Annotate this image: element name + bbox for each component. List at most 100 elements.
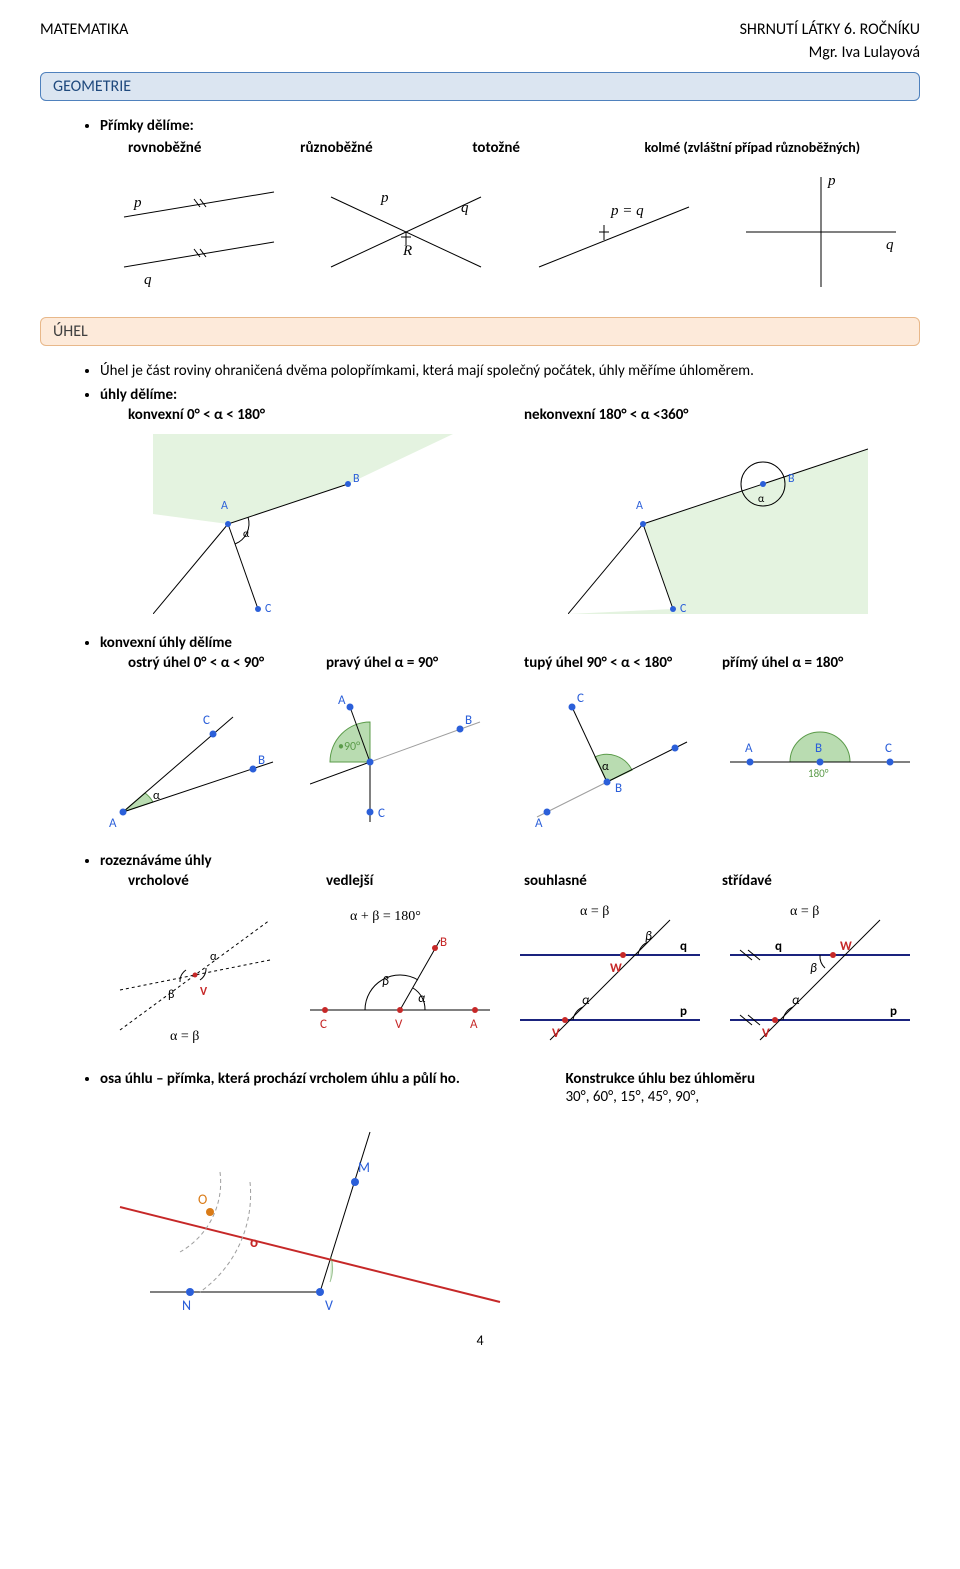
label-konvexni: konvexní 0° < α < 180°	[128, 406, 524, 424]
header-right: SHRNUTÍ LÁTKY 6. ROČNÍKU	[740, 20, 920, 39]
fig-vrcholove: V α β α = β	[100, 900, 290, 1050]
formula-souh: α = β	[580, 904, 609, 919]
fig-kolme: p q	[723, 167, 921, 297]
uhly-delime: úhly dělíme: konvexní 0° < α < 180° neko…	[100, 386, 920, 614]
fig-nekonvexni: A B C α	[515, 434, 920, 614]
lbl-betav: β	[168, 988, 174, 1002]
label-p3: p	[827, 173, 836, 189]
lbl-qs: q	[680, 939, 687, 954]
lbl-Vv: V	[200, 985, 208, 999]
primky-heading: Přímky dělíme: rovnoběžné různoběžné tot…	[100, 117, 920, 297]
lbl-ostry: ostrý úhel 0° < α < 90°	[128, 654, 326, 672]
lbl-90: •90°	[338, 740, 360, 754]
formula-strid: α = β	[790, 904, 819, 919]
lbl-vedlejsi: vedlejší	[326, 872, 524, 890]
lbl-vrcholove: vrcholové	[128, 872, 326, 890]
section-geometrie: GEOMETRIE	[40, 72, 920, 101]
lbl-C2: C	[680, 602, 687, 614]
lbl-primy: přímý úhel α = 180°	[722, 654, 920, 672]
primky-heading-text: Přímky dělíme:	[100, 117, 194, 135]
label-q3: q	[886, 237, 894, 253]
label-peq: p = q	[610, 203, 644, 219]
lbl-C: C	[265, 602, 272, 614]
lbl-At: A	[535, 816, 543, 831]
fig-rovnobezne: p q	[100, 167, 298, 297]
col-ruznobezne: různoběžné	[300, 139, 472, 157]
page-number: 4	[40, 1332, 920, 1349]
label-p2: p	[380, 190, 389, 206]
lbl-Vst: V	[762, 1026, 770, 1041]
fig-stridave: α = β W V q p β α	[720, 900, 920, 1050]
rozeznavame-text: rozeznáváme úhly	[100, 852, 212, 870]
lbl-B: B	[353, 472, 360, 486]
konvexni-delime: konvexní úhly dělíme ostrý úhel 0° < α <…	[100, 634, 920, 832]
fig-tupy: B C A α	[513, 682, 710, 832]
lbl-Co: C	[203, 713, 210, 728]
lbl-ps: p	[680, 1004, 687, 1019]
lbl-stridave: střídavé	[722, 872, 920, 890]
fig-osa: M N V O o	[100, 1112, 920, 1312]
label-R: R	[402, 243, 412, 259]
osa-line: osa úhlu – přímka, která prochází vrchol…	[100, 1070, 920, 1312]
header-sub: Mgr. Iva Lulayová	[40, 43, 920, 62]
section-uhel: ÚHEL	[40, 317, 920, 346]
header-left: MATEMATIKA	[40, 20, 128, 39]
label-q: q	[144, 272, 152, 287]
lbl-B2: B	[788, 472, 795, 486]
lbl-alphav: α	[210, 950, 217, 964]
lbl-alphast: α	[792, 993, 800, 1008]
lbl-alphao: α	[153, 789, 160, 803]
label-q2: q	[461, 200, 469, 216]
lbl-alpha: α	[243, 527, 250, 540]
fig-ostry: A B C α	[100, 682, 297, 832]
lbl-Ws: W	[610, 961, 622, 976]
col-kolme: kolmé (zvláštní případ různoběžných)	[645, 139, 920, 157]
lbl-tupy: tupý úhel 90° < α < 180°	[524, 654, 722, 672]
lbl-Ct: C	[577, 691, 584, 706]
lbl-180: 180°	[808, 767, 829, 780]
lbl-alphas: α	[582, 993, 590, 1008]
konstrukce-text: Konstrukce úhlu bez úhloměru	[565, 1070, 755, 1088]
lbl-alphat: α	[602, 760, 609, 774]
konvexni-delime-text: konvexní úhly dělíme	[100, 634, 232, 652]
rozeznavame: rozeznáváme úhly vrcholové vedlejší souh…	[100, 852, 920, 1050]
lbl-N: N	[182, 1297, 191, 1312]
fig-konvexni: A B C α	[100, 434, 505, 614]
lbl-Cp: C	[378, 806, 385, 821]
konstrukce-vals: 30°, 60°, 15°, 45°, 90°,	[565, 1088, 699, 1106]
formula-vrch: α = β	[170, 1029, 199, 1044]
lbl-betas: β	[645, 929, 652, 944]
col-rovnobezne: rovnoběžné	[128, 139, 300, 157]
label-nekonvexni: nekonvexní 180° < α <360°	[524, 406, 920, 424]
lbl-pst: p	[890, 1004, 897, 1019]
fig-souhlasne: α = β W V q p β α	[510, 900, 710, 1050]
lbl-alphave: α	[418, 991, 426, 1006]
lbl-betast: β	[810, 961, 817, 976]
lbl-Bt: B	[615, 781, 622, 796]
fig-vedlejsi: α + β = 180° C V A B β α	[300, 900, 500, 1050]
lbl-Vv2: V	[395, 1017, 403, 1032]
lbl-alpha2: α	[758, 492, 765, 505]
fig-pravy: A B C •90°	[307, 682, 504, 832]
uhly-delime-text: úhly dělíme:	[100, 386, 177, 404]
lbl-Wst: W	[840, 939, 852, 954]
lbl-Bpr: B	[815, 741, 822, 756]
lbl-betave: β	[382, 974, 389, 989]
lbl-Cpr: C	[885, 741, 892, 756]
uhel-def: Úhel je část roviny ohraničená dvěma pol…	[100, 362, 920, 380]
lbl-O: O	[198, 1191, 207, 1208]
lbl-Bo: B	[258, 753, 265, 768]
osa-text: osa úhlu – přímka, která prochází vrchol…	[100, 1070, 460, 1088]
lbl-Bv: B	[440, 935, 447, 950]
lbl-M: M	[358, 1159, 370, 1176]
fig-primy: A B C 180°	[720, 682, 920, 832]
lbl-Ap: A	[338, 693, 346, 708]
lbl-pravy: pravý úhel α = 90°	[326, 654, 524, 672]
lbl-A2: A	[636, 499, 643, 513]
lbl-A: A	[221, 499, 228, 513]
lbl-Apr: A	[745, 741, 753, 756]
lbl-souhlasne: souhlasné	[524, 872, 722, 890]
fig-ruznobezne: p q R	[308, 167, 506, 297]
lbl-Cv: C	[320, 1017, 327, 1032]
lbl-Vosa: V	[325, 1297, 333, 1312]
